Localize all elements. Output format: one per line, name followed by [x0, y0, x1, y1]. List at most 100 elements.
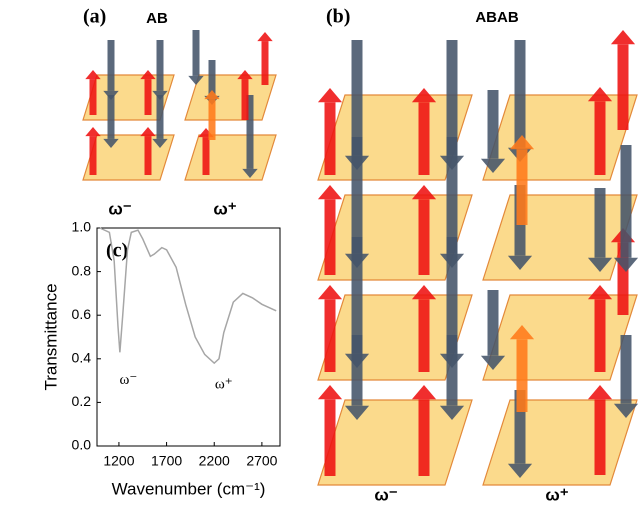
arrow-head — [317, 285, 343, 300]
atom-arrow — [620, 145, 632, 258]
atom-arrow — [246, 95, 254, 169]
graphene-plane — [482, 399, 638, 486]
plot-frame — [96, 227, 281, 447]
arrow-head — [610, 30, 636, 45]
atom-arrow — [516, 339, 528, 412]
arrow-head — [509, 135, 535, 150]
atom-arrow — [241, 79, 249, 120]
arrow-head — [237, 70, 253, 80]
x-tick-label: 2700 — [246, 453, 277, 469]
atom-arrow — [594, 399, 606, 475]
arrow-head — [204, 90, 220, 100]
atom-arrow — [418, 102, 430, 175]
arrow-head — [411, 88, 437, 103]
atom-arrow — [594, 101, 606, 175]
mode-label: ω⁻ — [374, 485, 397, 504]
arrow-head — [613, 403, 639, 418]
atom-arrow — [324, 102, 336, 175]
arrow-head — [587, 385, 613, 400]
panel-title: ABAB — [475, 9, 518, 26]
atom-arrow — [594, 188, 606, 258]
arrow-head — [344, 405, 370, 420]
y-tick-label: 1.0 — [72, 219, 92, 235]
graphene-plane — [482, 194, 638, 281]
arrow-head — [103, 138, 119, 148]
atom-arrow — [418, 199, 430, 275]
arrow-head — [507, 463, 533, 478]
panel-title: AB — [146, 10, 168, 27]
atom-arrow — [617, 44, 629, 130]
arrow-head — [411, 185, 437, 200]
atom-arrow — [156, 95, 164, 139]
arrow-head — [140, 70, 156, 80]
arrow-head — [587, 87, 613, 102]
arrow-head — [257, 32, 273, 42]
arrow-head — [140, 127, 156, 137]
atom-arrow — [351, 335, 363, 406]
arrow-head — [509, 325, 535, 340]
diagrams — [82, 30, 639, 486]
atom-arrow — [514, 40, 526, 148]
atom-arrow — [192, 30, 200, 76]
atom-arrow — [208, 60, 216, 96]
atom-arrow — [446, 40, 458, 156]
arrow-head — [188, 75, 204, 85]
mode-label: ω⁻ — [108, 199, 131, 218]
y-tick-label: 0.0 — [72, 437, 92, 453]
panel-label: (a) — [83, 6, 106, 28]
atom-arrow — [446, 137, 458, 254]
x-tick-label: 1700 — [151, 453, 182, 469]
arrow-head — [411, 385, 437, 400]
y-tick-label: 0.8 — [72, 262, 92, 278]
mode-label: ω⁺ — [545, 485, 568, 504]
atom-arrow — [208, 99, 216, 140]
atom-arrow — [487, 290, 499, 356]
arrow-head — [587, 285, 613, 300]
graphene-plane — [482, 94, 638, 181]
atom-arrow — [594, 299, 606, 372]
atom-arrow — [107, 40, 115, 91]
arrow-head — [242, 168, 258, 178]
atom-arrow — [620, 335, 632, 404]
atom-arrow — [107, 95, 115, 139]
spectrum-line — [99, 227, 277, 365]
graphene-plane — [482, 294, 638, 381]
atom-arrow — [418, 399, 430, 476]
atom-arrow — [89, 79, 97, 115]
atom-arrow — [202, 137, 210, 175]
atom-arrow — [324, 199, 336, 275]
y-axis-label: Transmittance — [41, 283, 60, 390]
graphene-plane — [184, 134, 277, 181]
atom-arrow — [487, 90, 499, 159]
arrow-head — [613, 257, 639, 272]
atom-arrow — [514, 390, 526, 464]
arrow-head — [85, 127, 101, 137]
arrow-head — [439, 405, 465, 420]
arrow-head — [480, 158, 506, 173]
atom-arrow — [351, 40, 363, 156]
y-tick-label: 0.2 — [72, 393, 92, 409]
arrow-head — [317, 185, 343, 200]
arrow-head — [85, 70, 101, 80]
annotation: ω⁻ — [120, 372, 138, 388]
atom-arrow — [446, 335, 458, 406]
arrow-head — [587, 257, 613, 272]
atom-arrow — [446, 237, 458, 354]
atom-arrow — [144, 136, 152, 175]
arrow-head — [480, 355, 506, 370]
atom-arrow — [617, 242, 629, 315]
y-tick-label: 0.4 — [72, 350, 92, 366]
annotation: ω⁺ — [215, 376, 233, 392]
atom-arrow — [324, 299, 336, 372]
y-tick-label: 0.6 — [72, 306, 92, 322]
arrow-head — [411, 285, 437, 300]
atom-arrow — [89, 136, 97, 175]
atom-arrow — [351, 237, 363, 354]
panel-label: (b) — [326, 6, 350, 28]
arrow-head — [317, 385, 343, 400]
atom-arrow — [516, 149, 528, 225]
arrow-head — [317, 88, 343, 103]
chart: 0.0 0.2 0.4 0.6 0.8 1.0 1200 1700 2200 2700 Wavenu… — [41, 219, 281, 498]
panel-label: (c) — [106, 240, 128, 262]
